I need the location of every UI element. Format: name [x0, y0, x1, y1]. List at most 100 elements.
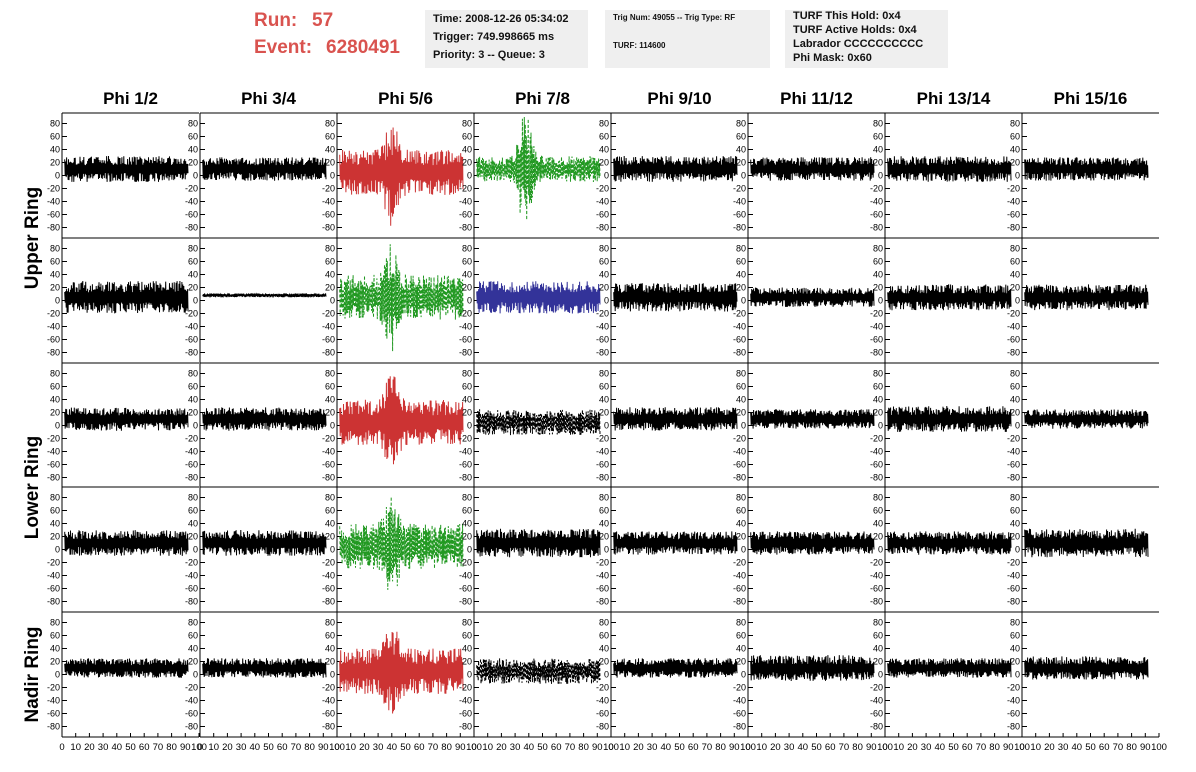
x-tick-label: 10	[345, 742, 356, 753]
x-tick-label: 30	[921, 742, 932, 753]
column-header-6: Phi 11/12	[780, 89, 853, 108]
y-tick-label: -40	[459, 197, 472, 207]
y-tick-label: 80	[50, 369, 60, 379]
y-tick-label: 40	[599, 145, 609, 155]
y-tick-label: 0	[604, 296, 609, 306]
y-tick-label: 80	[188, 618, 198, 628]
x-tick-label: 0	[882, 742, 887, 753]
y-tick-label: -80	[733, 722, 746, 732]
y-tick-label: 60	[736, 257, 746, 267]
y-tick-label: -80	[185, 473, 198, 483]
y-tick-label: -80	[870, 348, 883, 358]
waveform-trace	[202, 658, 327, 678]
y-tick-label: 20	[50, 408, 60, 418]
panel-r1-c2: -80 -60 -40 -20 0 20 40 60 80	[185, 112, 337, 238]
run-event-box: Run: 57 Event: 6280491	[246, 8, 416, 64]
y-tick-label: -20	[47, 184, 60, 194]
y-tick-label: -80	[596, 473, 609, 483]
y-tick-label: 60	[1010, 382, 1020, 392]
turf-text: TURF: 114600	[613, 41, 666, 50]
y-tick-label: -20	[322, 558, 335, 568]
panel-r3-c7: -80 -60 -40 -20 0 20 40 60 80	[870, 362, 1022, 488]
y-tick-label: 0	[330, 296, 335, 306]
waveform-trace	[613, 155, 738, 182]
y-tick-label: -80	[322, 722, 335, 732]
y-tick-label: 20	[325, 158, 335, 168]
y-tick-label: 80	[736, 119, 746, 129]
y-tick-label: 0	[330, 670, 335, 680]
y-tick-label: 80	[188, 119, 198, 129]
y-tick-label: -80	[47, 473, 60, 483]
y-tick-label: 60	[462, 132, 472, 142]
y-tick-label: -80	[322, 473, 335, 483]
waveform-trace	[64, 280, 189, 314]
x-tick-label: 40	[112, 742, 123, 753]
x-tick-label: 0	[745, 742, 750, 753]
x-tick-label: 70	[976, 742, 987, 753]
y-tick-label: -80	[1007, 722, 1020, 732]
y-tick-label: -20	[1007, 309, 1020, 319]
x-tick-label: 30	[1058, 742, 1069, 753]
y-tick-label: 0	[604, 171, 609, 181]
panel-r3-c3: -80 -60 -40 -20 0 20 40 60 80	[322, 362, 474, 488]
y-tick-label: 80	[188, 369, 198, 379]
x-tick-label: 40	[798, 742, 809, 753]
y-tick-label: -60	[870, 460, 883, 470]
x-tick-label: 70	[565, 742, 576, 753]
y-tick-label: 20	[873, 657, 883, 667]
y-tick-label: 60	[1010, 506, 1020, 516]
y-tick-label: 40	[50, 270, 60, 280]
y-tick-label: 0	[878, 296, 883, 306]
y-tick-label: 40	[873, 395, 883, 405]
y-tick-label: -60	[733, 335, 746, 345]
y-tick-label: -60	[459, 210, 472, 220]
y-tick-label: 0	[55, 545, 60, 555]
y-tick-label: -80	[322, 597, 335, 607]
y-tick-label: -80	[733, 348, 746, 358]
waveform-trace	[202, 407, 327, 431]
waveform-trace	[64, 658, 189, 678]
y-tick-label: 0	[1015, 171, 1020, 181]
y-tick-label: -40	[733, 322, 746, 332]
y-tick-label: 0	[1015, 545, 1020, 555]
y-tick-label: -40	[185, 447, 198, 457]
y-tick-label: 40	[462, 395, 472, 405]
panel-r2-c6: -80 -60 -40 -20 0 20 40 60 80	[733, 237, 885, 363]
y-tick-label: 20	[462, 158, 472, 168]
waveform-trace	[887, 284, 1012, 311]
y-tick-label: 60	[599, 382, 609, 392]
y-tick-label: -60	[322, 335, 335, 345]
y-tick-label: -40	[185, 571, 198, 581]
y-tick-label: 60	[462, 506, 472, 516]
y-tick-label: 80	[325, 618, 335, 628]
y-tick-label: -80	[322, 348, 335, 358]
x-tick-label: 80	[578, 742, 589, 753]
x-tick-label: 20	[770, 742, 781, 753]
y-tick-label: -80	[459, 597, 472, 607]
y-tick-label: -20	[733, 309, 746, 319]
x-tick-label: 20	[359, 742, 370, 753]
y-tick-label: -60	[185, 584, 198, 594]
y-tick-label: 20	[1010, 158, 1020, 168]
y-tick-label: -80	[596, 722, 609, 732]
panel-r4-c2: -80 -60 -40 -20 0 20 40 60 80	[185, 486, 337, 612]
trigger-info-box: Trig Num: 49055 -- Trig Type: RF TURF: 1…	[605, 10, 770, 68]
y-tick-label: -60	[870, 210, 883, 220]
waveform-trace	[1024, 284, 1149, 311]
y-tick-label: 40	[1010, 519, 1020, 529]
y-tick-label: 20	[1010, 532, 1020, 542]
y-tick-label: -20	[47, 558, 60, 568]
y-tick-label: 80	[188, 244, 198, 254]
x-tick-label: 20	[222, 742, 233, 753]
y-tick-label: -20	[47, 309, 60, 319]
y-tick-label: 60	[1010, 132, 1020, 142]
panel-r1-c1: -80 -60 -40 -20 0 20 40 60 80	[47, 112, 199, 238]
y-tick-label: -20	[596, 184, 609, 194]
y-tick-label: -20	[459, 558, 472, 568]
x-tick-label: 0	[59, 742, 64, 753]
y-tick-label: -40	[1007, 447, 1020, 457]
x-tick-label: 100	[877, 742, 893, 753]
y-tick-label: -20	[459, 434, 472, 444]
y-tick-label: 40	[599, 270, 609, 280]
y-tick-label: -40	[870, 197, 883, 207]
